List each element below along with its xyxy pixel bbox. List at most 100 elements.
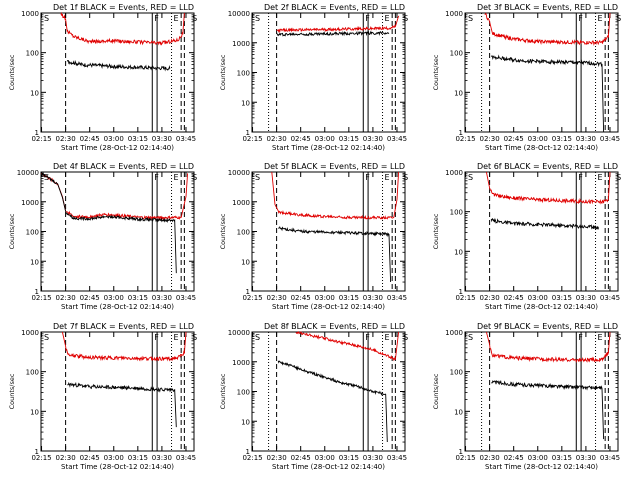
panel-title: Det 7f BLACK = Events, RED = LLD — [53, 322, 194, 331]
x-tick-label: 03:15 — [339, 454, 359, 462]
x-tick-label: 03:30 — [576, 135, 596, 143]
x-tick-label: 02:30 — [56, 135, 76, 143]
y-tick-label: 10000 — [228, 10, 250, 18]
marker-label: S — [403, 173, 408, 182]
x-tick-label: 02:15 — [242, 294, 262, 302]
panel-title: Det 9f BLACK = Events, RED = LLD — [477, 322, 618, 331]
y-tick-label: 10 — [454, 248, 463, 256]
x-tick-label: 02:15 — [242, 135, 262, 143]
events-series-line — [41, 171, 177, 274]
panel-title: Det 6f BLACK = Events, RED = LLD — [477, 162, 618, 171]
detector-panel: Det 9f BLACK = Events, RED = LLD 1 10 100 10… — [432, 322, 621, 471]
y-tick-label: 1 — [459, 129, 463, 137]
marker-label: E — [385, 14, 390, 23]
y-tick-label: 100 — [237, 229, 250, 237]
y-axis-label: Counts/sec — [432, 54, 440, 90]
panel-title: Det 8f BLACK = Events, RED = LLD — [264, 322, 405, 331]
plot-frame — [464, 171, 619, 292]
x-tick-label: 02:15 — [455, 135, 475, 143]
y-tick-label: 1000 — [445, 10, 463, 18]
y-axis-label: Counts/sec — [432, 213, 440, 249]
panel-title: Det 4f BLACK = Events, RED = LLD — [53, 162, 194, 171]
plot-frame — [40, 331, 195, 452]
marker-label: S — [468, 333, 473, 342]
x-tick-label: 03:15 — [128, 135, 148, 143]
x-tick-label: 02:45 — [504, 294, 524, 302]
y-axis-label: Counts/sec — [8, 213, 16, 249]
x-tick-label: 03:15 — [128, 294, 148, 302]
x-tick-label: 03:30 — [576, 454, 596, 462]
events-series-line — [67, 381, 177, 428]
detector-panel: Det 1f BLACK = Events, RED = LLD 1 10 100 10… — [8, 3, 197, 152]
lld-series-line — [41, 173, 189, 221]
y-axis-label: Counts/sec — [8, 54, 16, 90]
y-tick-label: 10000 — [228, 329, 250, 337]
events-series-line — [490, 217, 600, 231]
x-tick-label: 02:15 — [242, 454, 262, 462]
x-tick-label: 03:15 — [552, 454, 572, 462]
x-tick-label: 02:45 — [80, 454, 100, 462]
x-tick-label: 02:45 — [80, 294, 100, 302]
marker-label: S — [44, 14, 49, 23]
marker-label: S — [44, 333, 49, 342]
marker-label: E — [174, 173, 179, 182]
lld-series-line — [276, 15, 400, 34]
y-tick-label: 100 — [237, 389, 250, 397]
y-tick-label: 1 — [459, 448, 463, 456]
plot-frame — [40, 171, 195, 292]
marker-label: E — [174, 333, 179, 342]
y-axis-label: Counts/sec — [432, 373, 440, 409]
x-tick-label: 02:15 — [31, 294, 51, 302]
events-series-line — [277, 360, 388, 443]
y-tick-label: 10 — [241, 258, 250, 266]
events-series-line — [490, 54, 605, 133]
x-tick-label: 03:45 — [387, 135, 407, 143]
y-tick-label: 1000 — [232, 199, 250, 207]
y-tick-label: 1000 — [21, 10, 39, 18]
marker-label: S — [192, 333, 197, 342]
x-tick-label: 02:45 — [504, 454, 524, 462]
y-tick-label: 100 — [450, 50, 463, 58]
y-tick-label: 1000 — [445, 169, 463, 177]
marker-label: S — [403, 333, 408, 342]
x-tick-label: 03:45 — [387, 294, 407, 302]
x-tick-label: 03:45 — [600, 135, 620, 143]
y-tick-label: 1000 — [232, 359, 250, 367]
x-tick-label: 03:00 — [104, 135, 124, 143]
x-tick-label: 03:30 — [363, 135, 383, 143]
marker-label: S — [255, 333, 260, 342]
y-tick-label: 1 — [459, 288, 463, 296]
x-tick-label: 02:45 — [291, 294, 311, 302]
x-tick-label: 03:30 — [152, 454, 172, 462]
detector-panel: Det 5f BLACK = Events, RED = LLD 1 10 100 10… — [219, 162, 408, 311]
x-tick-label: 02:15 — [455, 294, 475, 302]
x-tick-label: 02:45 — [504, 135, 524, 143]
marker-label: S — [255, 173, 260, 182]
x-tick-label: 02:30 — [267, 294, 287, 302]
plot-frame — [40, 12, 195, 133]
plot-frame — [464, 331, 619, 452]
x-axis-label: Start Time (28-Oct-12 02:14:40) — [485, 144, 598, 152]
marker-label: E — [174, 14, 179, 23]
x-axis-label: Start Time (28-Oct-12 02:14:40) — [272, 303, 385, 311]
x-axis-label: Start Time (28-Oct-12 02:14:40) — [61, 144, 174, 152]
x-tick-label: 03:15 — [552, 135, 572, 143]
y-tick-label: 1 — [246, 288, 250, 296]
y-tick-label: 1 — [246, 129, 250, 137]
marker-label: S — [192, 173, 197, 182]
y-tick-label: 100 — [450, 369, 463, 377]
x-tick-label: 02:30 — [480, 294, 500, 302]
x-tick-label: 02:15 — [31, 135, 51, 143]
x-tick-label: 03:00 — [315, 135, 335, 143]
y-tick-label: 10 — [454, 408, 463, 416]
y-tick-label: 10 — [454, 89, 463, 97]
panel-title: Det 3f BLACK = Events, RED = LLD — [477, 3, 618, 12]
x-tick-label: 03:45 — [176, 135, 196, 143]
x-tick-label: 03:15 — [339, 135, 359, 143]
x-tick-label: 03:00 — [315, 454, 335, 462]
y-tick-label: 1 — [35, 448, 39, 456]
x-tick-label: 03:45 — [176, 294, 196, 302]
detector-panel: Det 2f BLACK = Events, RED = LLD 1 10 100 10… — [219, 3, 408, 152]
detector-panel: Det 3f BLACK = Events, RED = LLD 1 10 100 10… — [432, 3, 621, 152]
events-series-line — [276, 30, 390, 37]
